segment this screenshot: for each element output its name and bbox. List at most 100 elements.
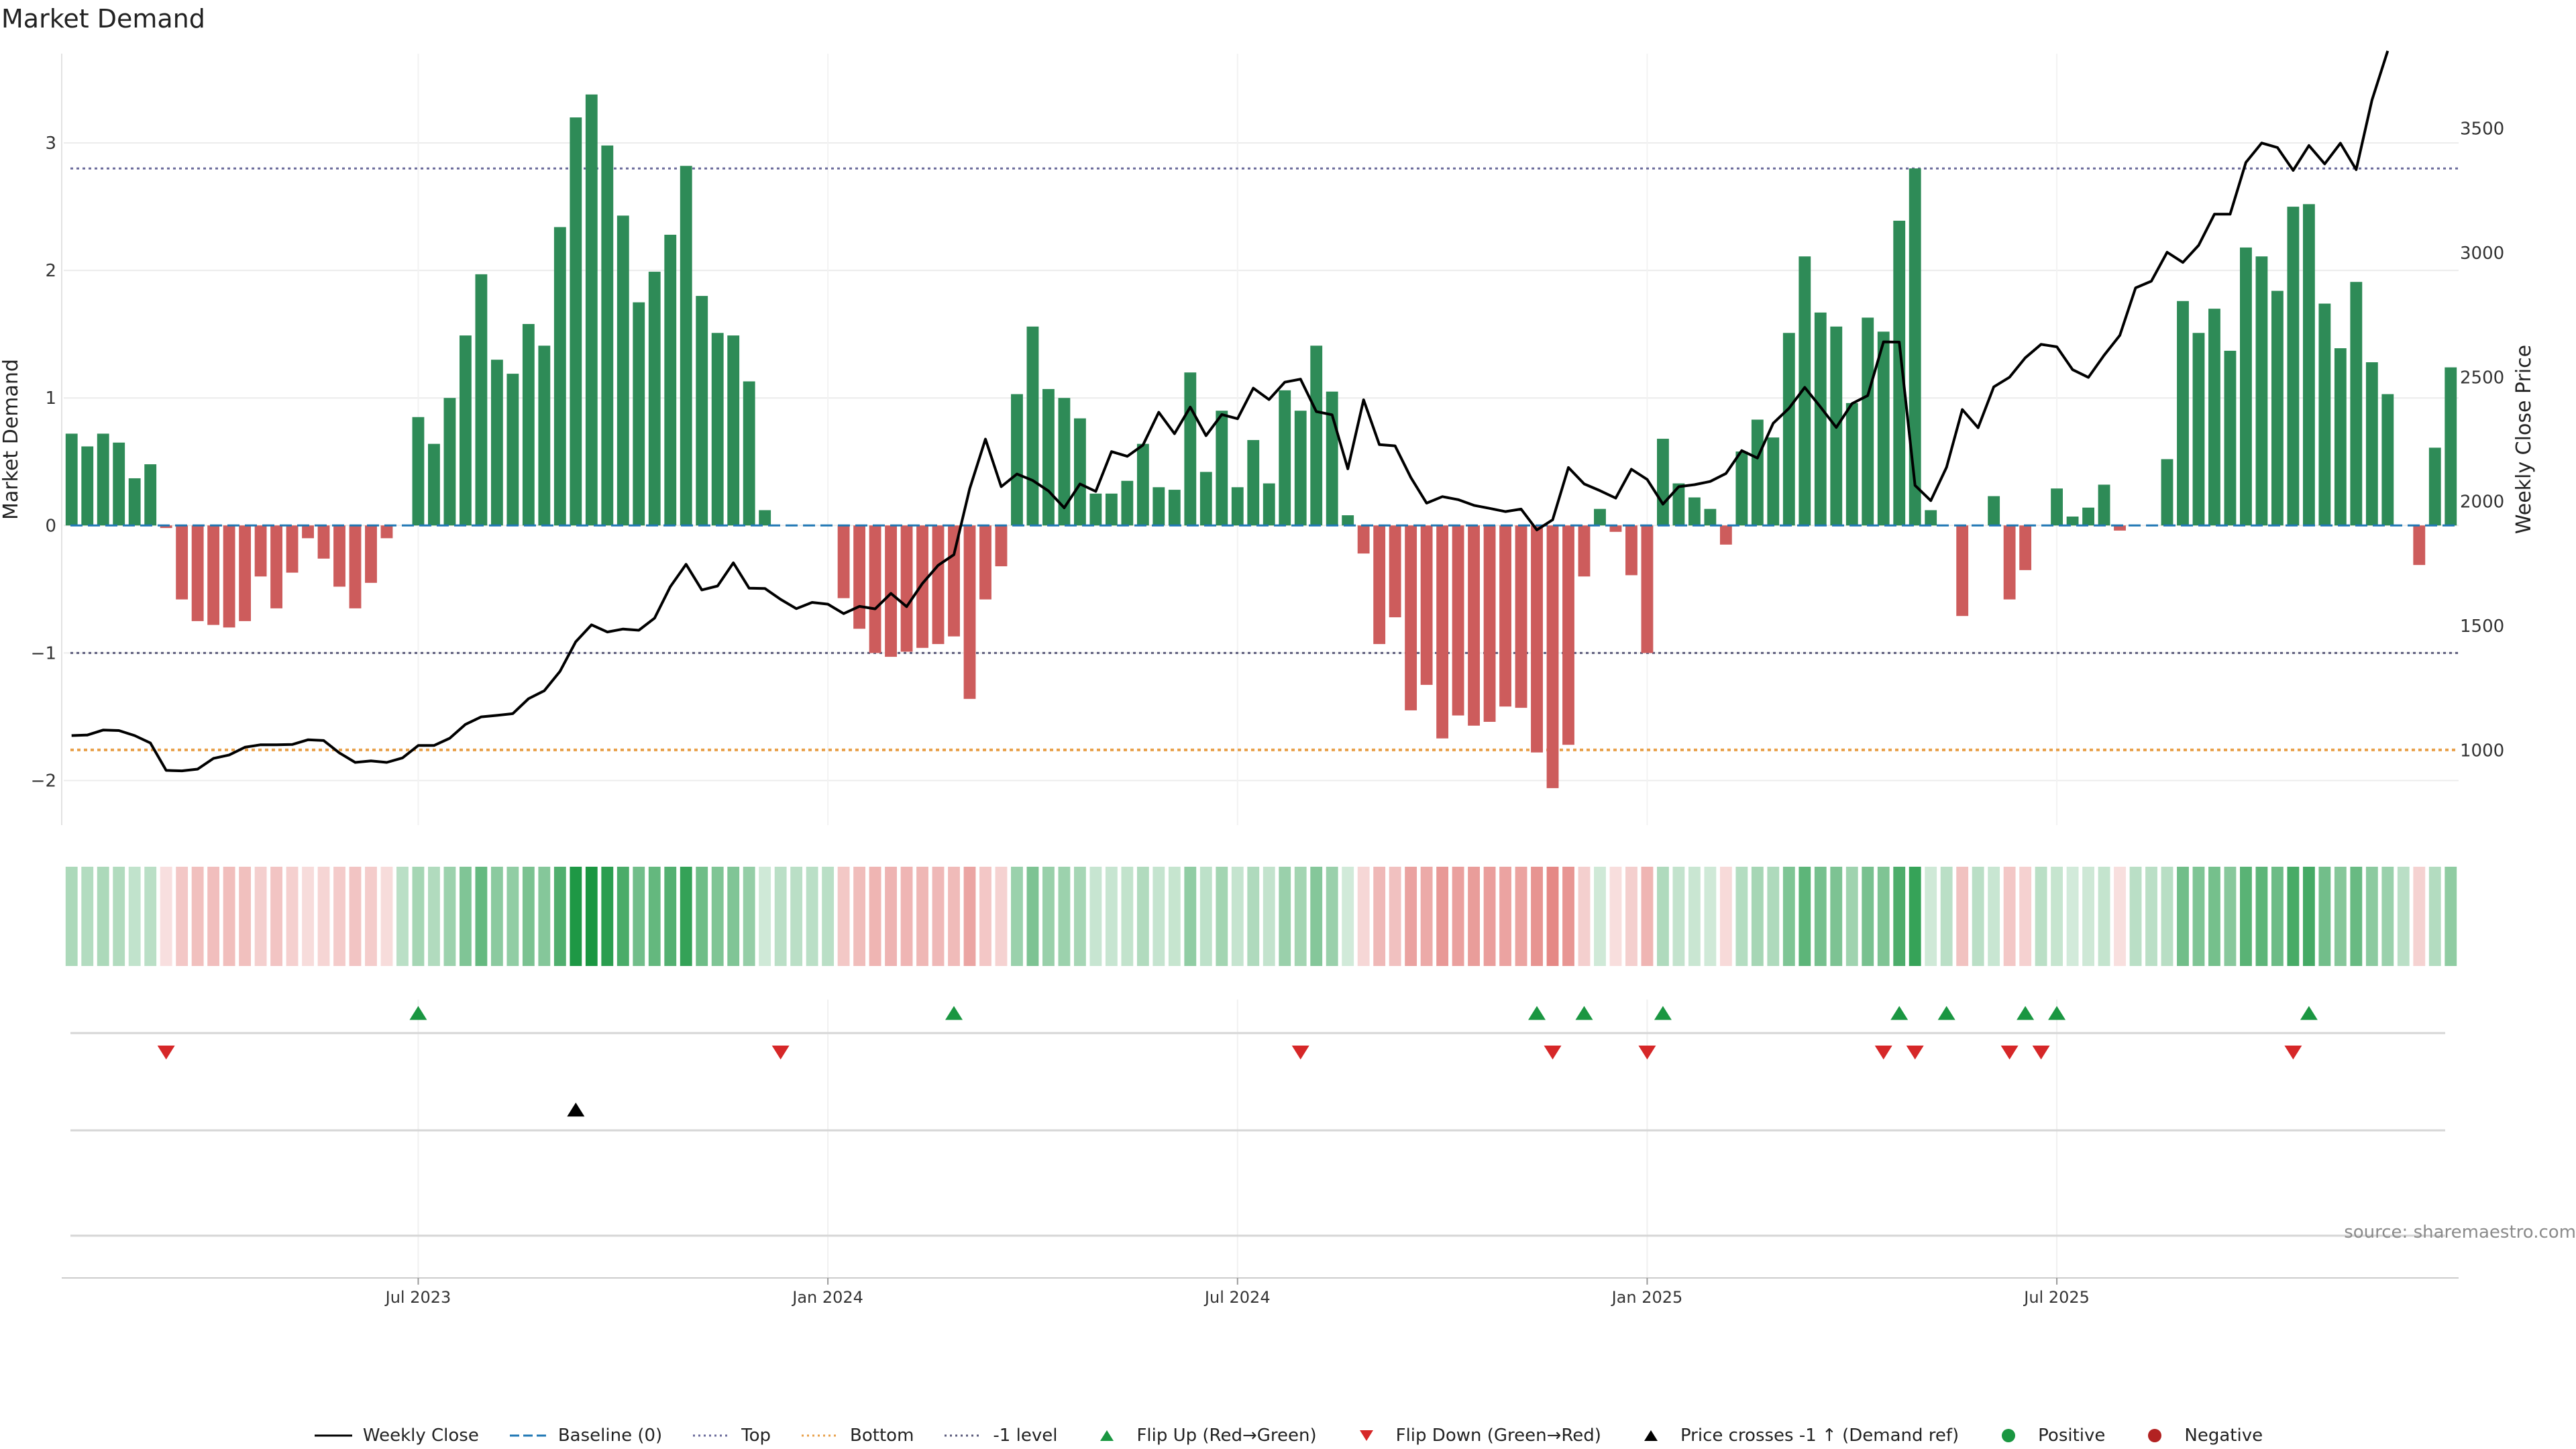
strip-cell bbox=[1814, 867, 1827, 966]
right-tick-label: 3500 bbox=[2460, 119, 2504, 139]
demand-bar bbox=[1499, 525, 1511, 707]
strip-cell bbox=[1373, 867, 1386, 966]
strip-cell bbox=[2082, 867, 2094, 966]
legend-swatch bbox=[693, 1434, 731, 1437]
strip-cell bbox=[916, 867, 928, 966]
demand-bar bbox=[1767, 437, 1780, 526]
strip-cell bbox=[1058, 867, 1071, 966]
strip-cell bbox=[1042, 867, 1055, 966]
demand-bar bbox=[1373, 525, 1386, 645]
demand-bar bbox=[1042, 388, 1055, 526]
strip-cell bbox=[2334, 867, 2347, 966]
strip-cell bbox=[2114, 867, 2126, 966]
strip-cell bbox=[1468, 867, 1480, 966]
strip-cell bbox=[1641, 867, 1654, 966]
flip-down-marker bbox=[771, 1045, 790, 1060]
strip-cell bbox=[2240, 867, 2252, 966]
strip-cell bbox=[1972, 867, 1984, 966]
demand-bar bbox=[2177, 301, 2189, 526]
strip-cell bbox=[806, 867, 818, 966]
demand-bar bbox=[1515, 525, 1527, 708]
strip-cell bbox=[2224, 867, 2237, 966]
x-axis: Jul 2023 Jan 2024 Jul 2024 Jan 2025 Jul 2025 bbox=[384, 1278, 2090, 1307]
demand-bar bbox=[128, 478, 141, 526]
strip-cell bbox=[191, 867, 204, 966]
strip-cell bbox=[995, 867, 1008, 966]
strip-cell bbox=[648, 867, 661, 966]
demand-bar bbox=[601, 145, 614, 526]
strip-cell bbox=[2445, 867, 2457, 966]
strip-cell bbox=[1405, 867, 1417, 966]
legend-item: Flip Down (Green→Red) bbox=[1346, 1426, 1601, 1446]
strip-cell bbox=[1830, 867, 1843, 966]
demand-bar bbox=[1263, 483, 1275, 526]
legend-item: Top bbox=[692, 1426, 771, 1446]
strip-cell bbox=[333, 867, 345, 966]
demand-bar bbox=[1578, 525, 1591, 577]
demand-bar bbox=[2287, 207, 2300, 526]
demand-bar bbox=[317, 525, 330, 559]
legend-item: Bottom bbox=[800, 1426, 914, 1446]
demand-bar bbox=[1688, 497, 1701, 526]
demand-bar bbox=[349, 525, 362, 608]
strip-cell bbox=[853, 867, 866, 966]
demand-bar bbox=[1877, 331, 1890, 526]
legend-label: Negative bbox=[2184, 1426, 2263, 1446]
strip-cell bbox=[616, 867, 629, 966]
flip-down-marker bbox=[1906, 1045, 1924, 1060]
demand-bar bbox=[1168, 490, 1181, 526]
strip-cell bbox=[1326, 867, 1338, 966]
demand-bar bbox=[254, 525, 267, 577]
strip-cell bbox=[601, 867, 614, 966]
demand-bar bbox=[2003, 525, 2016, 600]
strip-cell bbox=[428, 867, 440, 966]
demand-bar bbox=[948, 525, 960, 637]
strip-cell bbox=[522, 867, 535, 966]
demand-bar bbox=[2334, 348, 2347, 526]
demand-bar bbox=[1326, 391, 1338, 526]
demand-bar bbox=[1136, 443, 1149, 526]
legend-swatch bbox=[509, 1434, 547, 1437]
strip-cell bbox=[743, 867, 755, 966]
legend-swatch bbox=[2002, 1429, 2016, 1442]
demand-bar bbox=[1357, 525, 1370, 554]
demand-bar bbox=[239, 525, 252, 621]
strip-cell bbox=[1483, 867, 1496, 966]
right-tick-label: 3000 bbox=[2460, 244, 2504, 264]
strip-cell bbox=[790, 867, 803, 966]
legend-label: Positive bbox=[2038, 1426, 2106, 1446]
demand-bar bbox=[2445, 367, 2457, 526]
flip-up-marker bbox=[1575, 1006, 1593, 1020]
legend-item: Negative bbox=[2135, 1426, 2263, 1446]
demand-bar bbox=[2224, 350, 2237, 526]
strip-cell bbox=[1735, 867, 1748, 966]
flip-up-marker bbox=[1890, 1006, 1909, 1020]
strip-cell bbox=[128, 867, 141, 966]
strip-cell bbox=[223, 867, 235, 966]
demand-bar bbox=[365, 525, 377, 583]
strip-cell bbox=[176, 867, 189, 966]
left-tick-label: −2 bbox=[31, 771, 56, 791]
demand-bar bbox=[979, 525, 991, 600]
demand-bar bbox=[853, 525, 866, 629]
strip-cell bbox=[1073, 867, 1086, 966]
strip-cell bbox=[1719, 867, 1732, 966]
demand-bar bbox=[475, 274, 488, 526]
strip-cell bbox=[948, 867, 960, 966]
legend-item: -1 level bbox=[943, 1426, 1057, 1446]
legend-swatch bbox=[1644, 1430, 1658, 1441]
demand-bar bbox=[302, 525, 314, 539]
strip-cell bbox=[1704, 867, 1717, 966]
strip-cell bbox=[2271, 867, 2284, 966]
demand-bar bbox=[538, 345, 551, 526]
flip-up-marker bbox=[409, 1006, 427, 1020]
source-note: source: sharemaestro.com bbox=[2344, 1222, 2576, 1242]
strip-cell bbox=[2177, 867, 2189, 966]
strip-cell bbox=[979, 867, 991, 966]
strip-cell bbox=[254, 867, 267, 966]
strip-cell bbox=[81, 867, 94, 966]
demand-bar bbox=[759, 510, 771, 526]
demand-bar bbox=[1279, 390, 1291, 526]
strip-cell bbox=[680, 867, 692, 966]
